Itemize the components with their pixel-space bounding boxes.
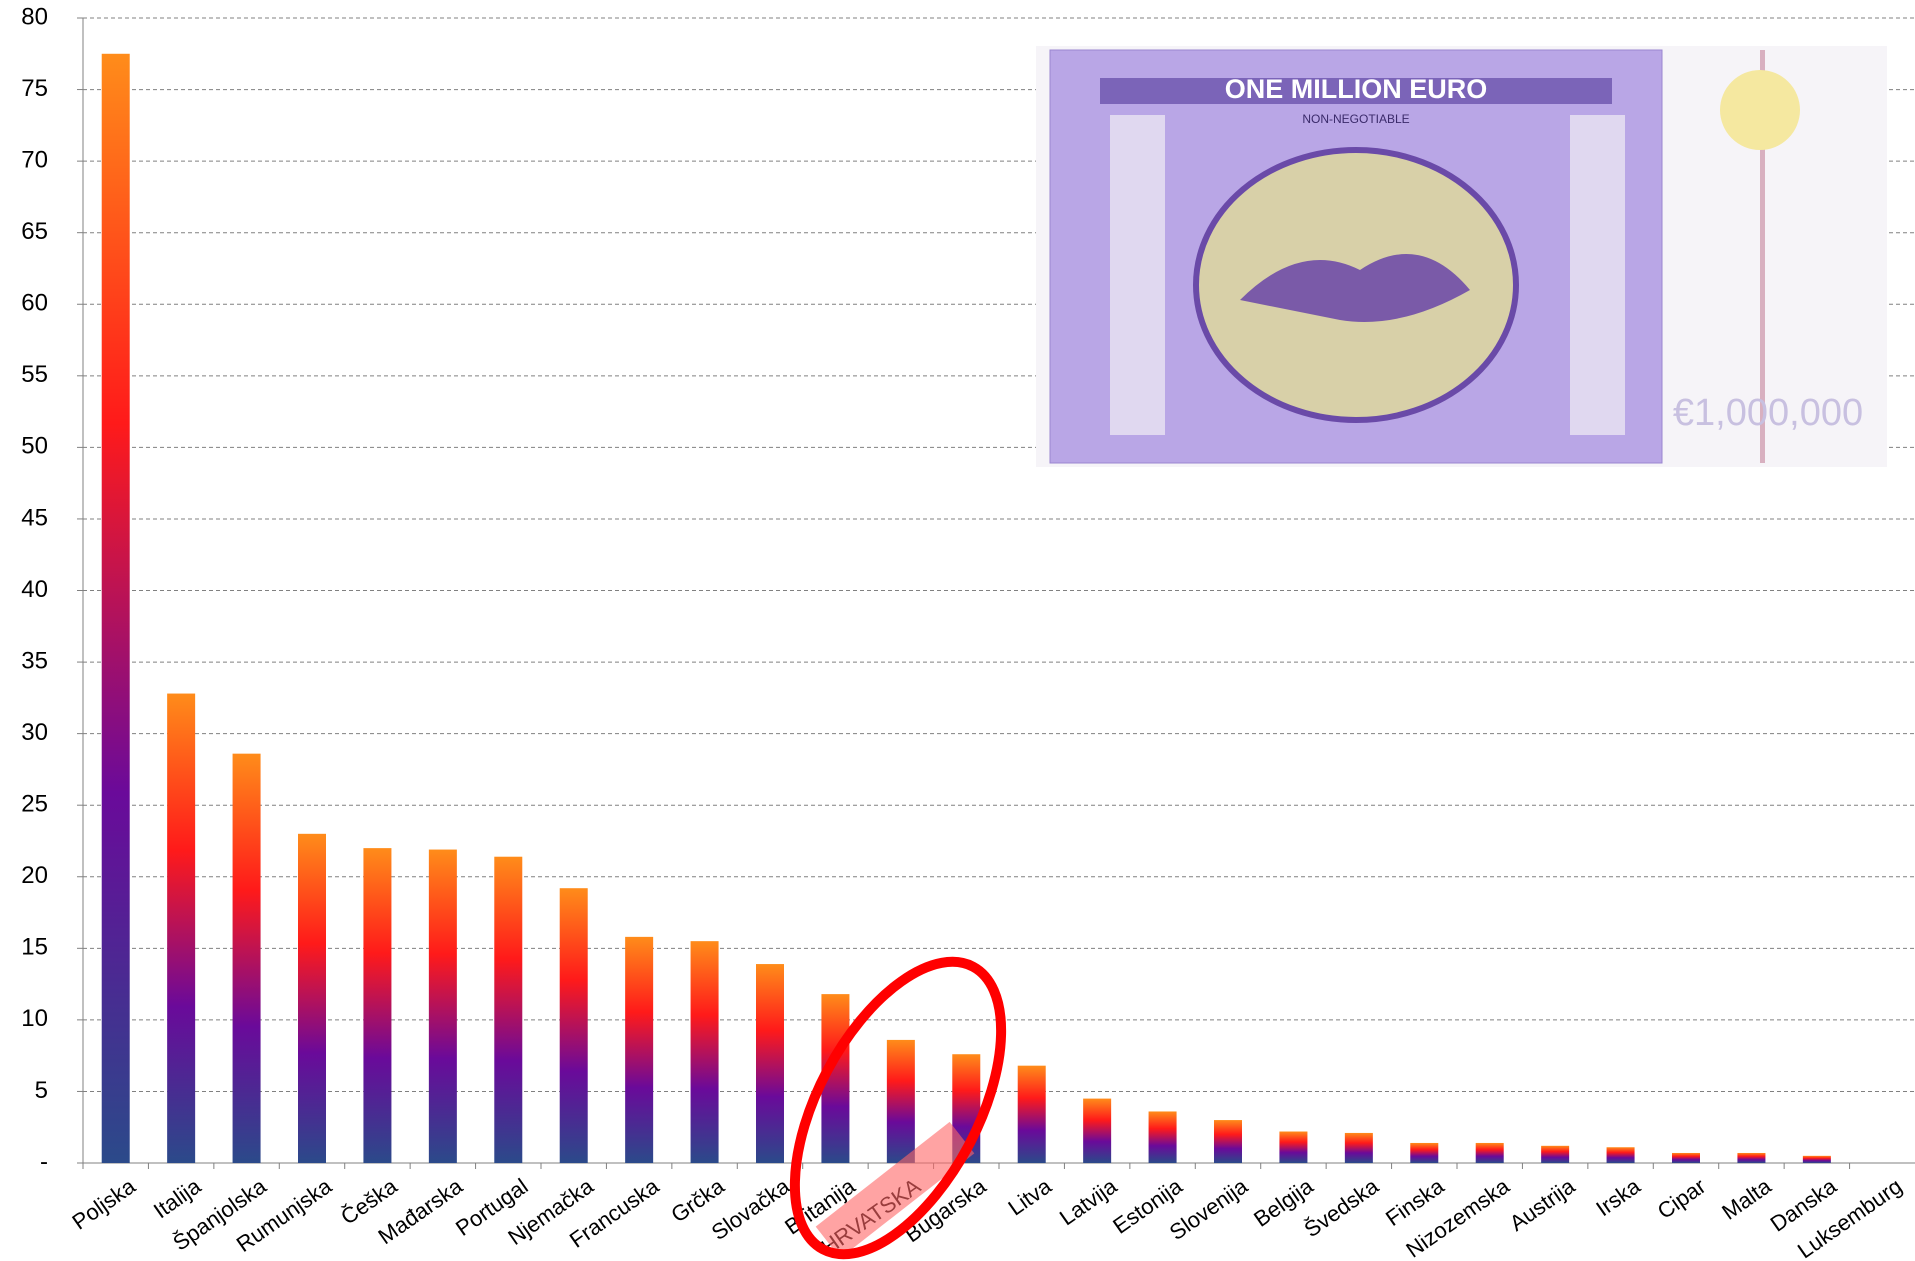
- bar: [429, 850, 457, 1163]
- y-tick-label: 55: [21, 361, 48, 388]
- banknote-amount: €1,000,000: [1673, 392, 1863, 434]
- flags-right: [1570, 115, 1625, 435]
- flags-left: [1110, 115, 1165, 435]
- bar: [1410, 1143, 1438, 1163]
- y-tick-label: -: [40, 1148, 48, 1175]
- bar: [363, 848, 391, 1163]
- x-tick-label: Švedska: [1300, 1173, 1384, 1242]
- bar: [887, 1040, 915, 1163]
- y-tick-label: 5: [35, 1077, 48, 1104]
- y-tick-label: 15: [21, 934, 48, 961]
- bar: [560, 888, 588, 1163]
- bar: [298, 834, 326, 1163]
- y-tick-label: 40: [21, 576, 48, 603]
- x-tick-label: Litva: [1003, 1173, 1056, 1221]
- bar: [1672, 1153, 1700, 1163]
- y-tick-label: 60: [21, 290, 48, 317]
- page: {"chart_data": {"type": "bar", "categori…: [0, 0, 1915, 1261]
- bar: [1607, 1147, 1635, 1163]
- banknote-subtitle: NON-NEGOTIABLE: [1302, 112, 1409, 126]
- y-tick-label: 45: [21, 504, 48, 531]
- bar: [1214, 1120, 1242, 1163]
- y-tick-label: 20: [21, 862, 48, 889]
- bar: [691, 941, 719, 1163]
- watermark: [1720, 70, 1800, 150]
- bar: [167, 694, 195, 1163]
- x-tick-label: Austrija: [1505, 1173, 1580, 1236]
- y-tick-label: 80: [21, 3, 48, 30]
- bar: [1279, 1132, 1307, 1163]
- bar: [1345, 1133, 1373, 1163]
- y-tick-label: 70: [21, 146, 48, 173]
- bar: [494, 857, 522, 1163]
- bar: [1476, 1143, 1504, 1163]
- y-tick-label: 35: [21, 647, 48, 674]
- bar: [102, 54, 130, 1163]
- bar: [1541, 1146, 1569, 1163]
- bar: [1149, 1111, 1177, 1163]
- banknote-title: ONE MILLION EURO: [1225, 74, 1488, 104]
- bar: [756, 964, 784, 1163]
- bar: [1083, 1099, 1111, 1163]
- x-tick-label: Cipar: [1653, 1173, 1710, 1224]
- bar: [233, 754, 261, 1163]
- y-tick-label: 30: [21, 719, 48, 746]
- x-tick-label: Poljska: [67, 1173, 140, 1235]
- y-tick-label: 25: [21, 791, 48, 818]
- y-tick-label: 75: [21, 75, 48, 102]
- inset-image: ONE MILLION EURO NON-NEGOTIABLE €1,000,0…: [1036, 46, 1887, 467]
- bar: [625, 937, 653, 1163]
- x-tick-label: Irska: [1591, 1173, 1645, 1221]
- y-tick-label: 10: [21, 1005, 48, 1032]
- bar: [1803, 1156, 1831, 1163]
- bar: [1737, 1153, 1765, 1163]
- bar: [1018, 1066, 1046, 1163]
- chart: - 5 10 15 20 25 30 35 40 45 50 55 60 65 70 75 80 Poljska I…: [0, 0, 1915, 1261]
- y-tick-label: 50: [21, 433, 48, 460]
- y-tick-label: 65: [21, 218, 48, 245]
